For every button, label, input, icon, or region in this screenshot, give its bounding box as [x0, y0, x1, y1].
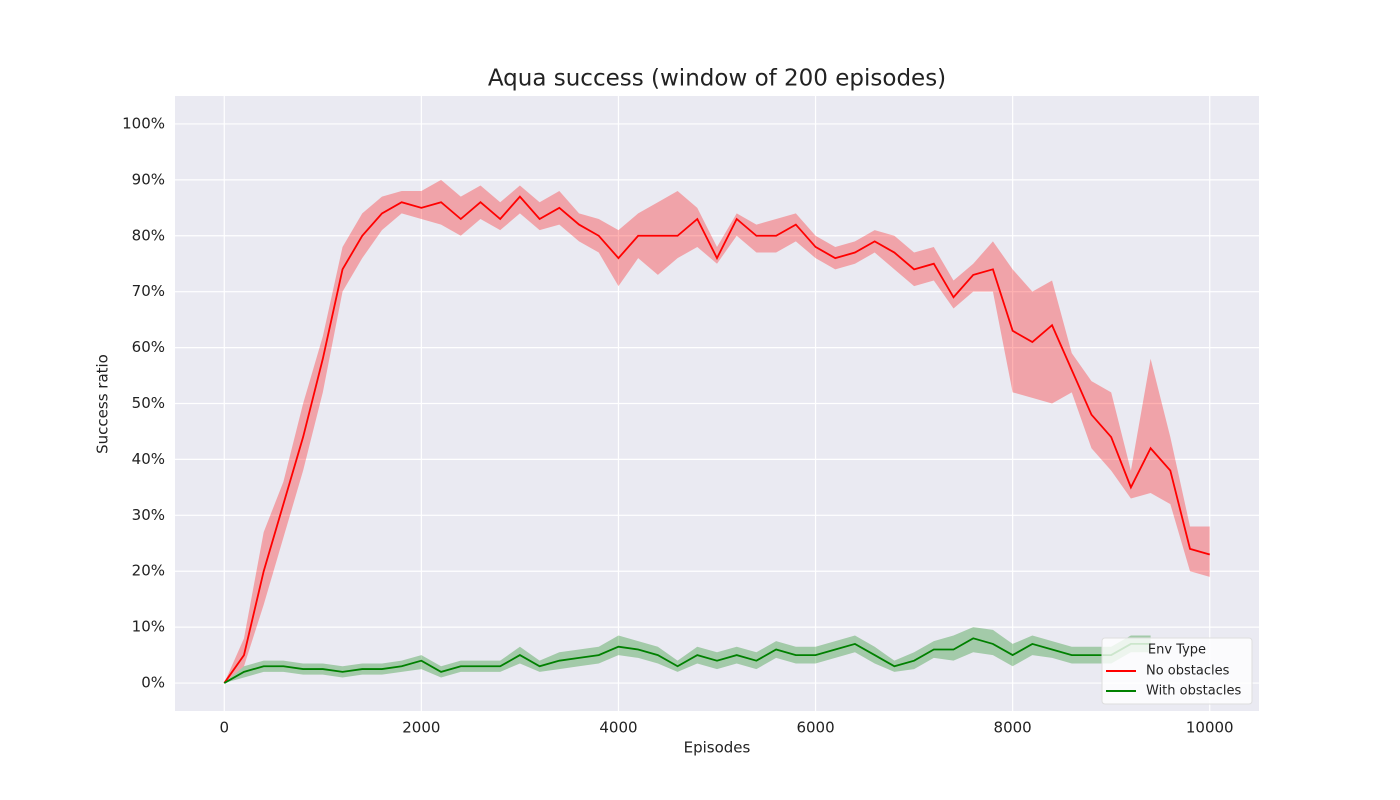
legend-title: Env Type [1148, 643, 1206, 658]
legend-label: With obstacles [1146, 684, 1241, 699]
line [223, 195, 1210, 684]
confidence-band [224, 627, 1151, 684]
legend-box [1101, 637, 1253, 705]
y-tick-label: 10% [132, 618, 165, 636]
legend: Env Type No obstacles With obstacles [1101, 637, 1253, 705]
y-tick-label: 20% [132, 562, 165, 580]
x-tick-label: 0 [219, 719, 229, 737]
y-tick-label: 30% [132, 506, 165, 524]
y-tick-label: 40% [132, 450, 165, 468]
y-axis-label: Success ratio [94, 354, 112, 454]
line [223, 637, 1151, 684]
legend-label: No obstacles [1146, 664, 1230, 679]
x-tick-label: 2000 [402, 719, 440, 737]
x-tick-label: 6000 [796, 719, 834, 737]
y-tick-label: 90% [132, 170, 165, 188]
x-tick-label: 8000 [994, 719, 1032, 737]
x-tick-label: 4000 [599, 719, 637, 737]
y-tick-label: 60% [132, 338, 165, 356]
chart-title: Aqua success (window of 200 episodes) [488, 66, 946, 92]
x-axis-label: Episodes [684, 739, 751, 757]
x-tick-label: 10000 [1186, 719, 1234, 737]
y-tick-label: 100% [122, 114, 165, 132]
y-tick-label: 0% [141, 674, 165, 692]
y-tick-label: 80% [132, 226, 165, 244]
y-tick-label: 50% [132, 394, 165, 412]
y-tick-label: 70% [132, 282, 165, 300]
